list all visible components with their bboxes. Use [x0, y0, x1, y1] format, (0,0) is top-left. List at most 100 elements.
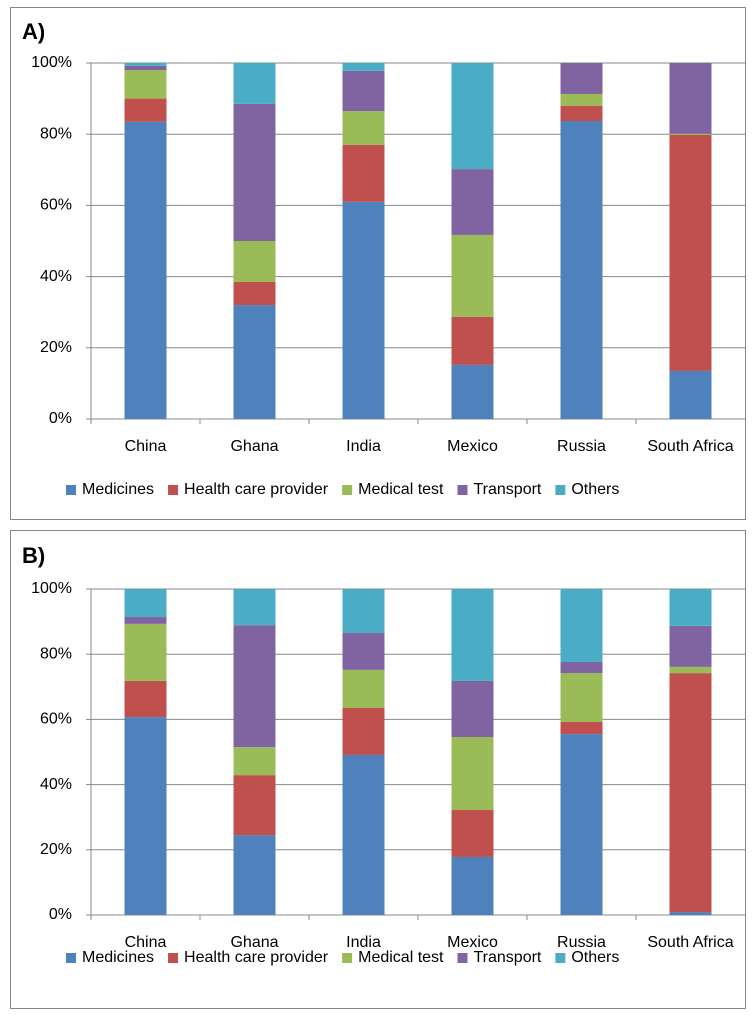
bar-segment [669, 666, 712, 674]
bar-segment [342, 70, 385, 112]
bar-segment [233, 775, 276, 836]
y-tick-label: 0% [49, 410, 72, 427]
y-tick-label: 20% [40, 339, 72, 356]
bar-segment [342, 669, 385, 708]
bar-segment [560, 722, 603, 735]
bar-segment [451, 364, 494, 419]
y-tick-label: 40% [40, 268, 72, 285]
bar-segment [124, 65, 167, 71]
legend-label: Transport [473, 481, 541, 498]
legend-label: Medical test [358, 949, 444, 966]
legend-swatch [168, 953, 179, 963]
panel-title: B) [22, 543, 45, 568]
x-tick-label: Ghana [230, 934, 278, 951]
x-tick-label: Mexico [447, 934, 498, 951]
bar-segment [669, 133, 712, 135]
bar-segment [669, 625, 712, 667]
bar-segment [560, 673, 603, 723]
legend-swatch [555, 485, 566, 495]
x-tick-label: Ghana [230, 438, 278, 455]
bar-segment [124, 717, 167, 915]
bar-segment [124, 617, 167, 624]
bar-segment [451, 810, 494, 857]
bar-segment [233, 625, 276, 748]
y-tick-label: 20% [40, 841, 72, 858]
bar-segment [451, 234, 494, 317]
bar-segment [451, 737, 494, 811]
bar-segment [342, 111, 385, 145]
x-tick-label: Russia [557, 934, 606, 951]
legend-swatch [342, 953, 353, 963]
panel-frame [10, 530, 746, 1009]
bar-segment [669, 370, 712, 419]
y-tick-label: 80% [40, 125, 72, 142]
bar-segment [233, 103, 276, 241]
legend-swatch [457, 953, 468, 963]
bar-segment [560, 589, 603, 663]
y-tick-label: 100% [31, 54, 72, 71]
legend-label: Medicines [82, 949, 154, 966]
y-tick-label: 100% [31, 580, 72, 597]
bar-segment [669, 673, 712, 913]
bar-segment [233, 305, 276, 419]
bar-segment [451, 680, 494, 738]
bar-segment [342, 589, 385, 634]
bar-segment [233, 241, 276, 282]
x-tick-label: South Africa [647, 438, 733, 455]
legend-swatch [168, 485, 179, 495]
bar-segment [560, 105, 603, 122]
x-tick-label: Mexico [447, 438, 498, 455]
legend-label: Health care provider [184, 481, 329, 498]
bar-segment [669, 63, 712, 134]
bar-segment [669, 912, 712, 915]
bar-segment [560, 121, 603, 419]
bar-segment [342, 754, 385, 915]
legend-swatch [342, 485, 353, 495]
bar-segment [342, 633, 385, 670]
panel-title: A) [22, 19, 45, 44]
bar-segment [233, 281, 276, 306]
x-tick-label: Russia [557, 438, 606, 455]
legend-label: Medical test [358, 481, 444, 498]
y-tick-label: 80% [40, 645, 72, 662]
bar-segment [669, 134, 712, 371]
y-tick-label: 60% [40, 197, 72, 214]
bar-segment [124, 589, 167, 618]
y-tick-label: 40% [40, 776, 72, 793]
legend-label: Medicines [82, 481, 154, 498]
bar-segment [233, 589, 276, 626]
bar-segment [669, 589, 712, 626]
bar-segment [451, 316, 494, 365]
legend-swatch [457, 485, 468, 495]
bar-segment [233, 63, 276, 104]
bar-segment [451, 169, 494, 235]
bar-segment [124, 98, 167, 122]
x-tick-label: China [125, 438, 167, 455]
panel-frame [10, 7, 746, 520]
y-tick-label: 60% [40, 711, 72, 728]
bar-segment [451, 856, 494, 915]
legend-swatch [66, 953, 76, 963]
x-tick-label: India [346, 934, 381, 951]
bar-segment [124, 623, 167, 681]
bar-segment [342, 707, 385, 755]
bar-segment [124, 63, 167, 66]
bar-segment [124, 680, 167, 718]
bar-segment [560, 662, 603, 674]
bar-segment [124, 70, 167, 99]
bar-segment [342, 144, 385, 202]
legend-label: Transport [473, 949, 541, 966]
x-tick-label: China [125, 934, 167, 951]
bar-segment [233, 747, 276, 776]
bar-segment [560, 93, 603, 106]
legend-swatch [66, 485, 76, 495]
bar-segment [451, 589, 494, 681]
bar-segment [124, 121, 167, 420]
y-tick-label: 0% [49, 906, 72, 923]
bar-segment [560, 63, 603, 94]
x-tick-label: India [346, 438, 381, 455]
legend-label: Health care provider [184, 949, 329, 966]
legend-label: Others [571, 481, 619, 498]
bar-segment [560, 734, 603, 915]
